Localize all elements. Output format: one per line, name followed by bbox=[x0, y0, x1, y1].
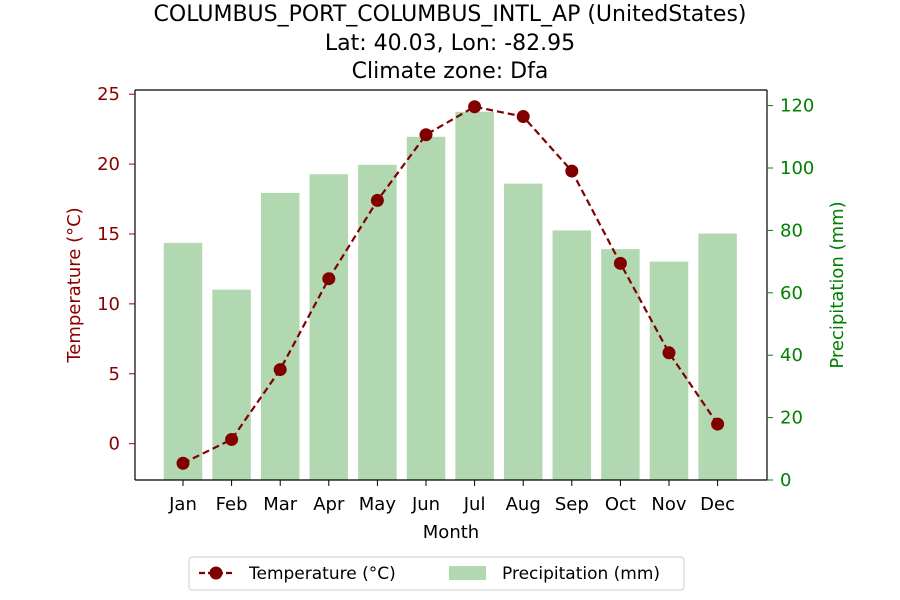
temperature-point-dec bbox=[711, 417, 725, 431]
x-tick-label-sep: Sep bbox=[555, 494, 589, 515]
temperature-point-jan bbox=[176, 456, 190, 470]
chart-title-line-3: Climate zone: Dfa bbox=[352, 59, 549, 84]
temperature-point-may bbox=[370, 193, 384, 207]
legend-precipitation-label: Precipitation (mm) bbox=[502, 564, 660, 584]
x-axis-label: Month bbox=[423, 522, 479, 543]
axes-frame bbox=[134, 89, 768, 481]
x-tick-label-nov: Nov bbox=[651, 494, 686, 515]
left-y-tick-label-20: 20 bbox=[97, 154, 120, 175]
legend-temperature-marker bbox=[209, 566, 223, 580]
right-y-tick-label-60: 60 bbox=[780, 283, 803, 304]
temperature-point-jul bbox=[468, 100, 482, 114]
temperature-line bbox=[176, 100, 725, 470]
temperature-point-sep bbox=[565, 164, 579, 178]
right-y-axis-label: Precipitation (mm) bbox=[827, 201, 848, 368]
x-tick-label-jun: Jun bbox=[411, 494, 440, 515]
chart-title-line-2: Lat: 40.03, Lon: -82.95 bbox=[325, 31, 575, 56]
x-axis-ticks: Jan Feb Mar Apr May Jun Jul Aug Sep Oct Nov Dec bbox=[168, 480, 735, 515]
right-y-tick-label-100: 100 bbox=[780, 158, 814, 179]
precipitation-bar-mar bbox=[260, 192, 300, 480]
left-y-tick-label-25: 25 bbox=[97, 84, 120, 105]
left-y-axis-ticks: 0 5 10 15 20 25 bbox=[97, 84, 135, 455]
temperature-point-apr bbox=[322, 272, 336, 286]
x-tick-label-apr: Apr bbox=[313, 494, 345, 515]
x-tick-label-oct: Oct bbox=[605, 494, 636, 515]
precipitation-bar-feb bbox=[212, 289, 251, 480]
x-tick-label-jul: Jul bbox=[463, 494, 486, 515]
temperature-point-feb bbox=[225, 432, 239, 446]
right-y-tick-label-20: 20 bbox=[780, 408, 803, 429]
left-y-tick-label-15: 15 bbox=[97, 224, 120, 245]
legend-temperature-label: Temperature (°C) bbox=[248, 564, 396, 584]
precipitation-bar-may bbox=[358, 164, 397, 480]
temperature-point-oct bbox=[613, 256, 627, 270]
left-y-tick-label-5: 5 bbox=[109, 364, 120, 385]
x-tick-label-aug: Aug bbox=[506, 494, 541, 515]
temperature-series-line bbox=[182, 105, 719, 465]
legend: Temperature (°C) Precipitation (mm) bbox=[188, 556, 685, 591]
right-y-tick-label-40: 40 bbox=[780, 345, 803, 366]
chart-title-line-1: COLUMBUS_PORT_COLUMBUS_INTL_AP (UnitedSt… bbox=[154, 2, 747, 27]
temperature-point-jun bbox=[419, 128, 433, 142]
temperature-point-mar bbox=[273, 363, 287, 377]
left-y-axis-label: Temperature (°C) bbox=[64, 207, 85, 363]
x-tick-label-may: May bbox=[359, 494, 397, 515]
left-y-tick-label-0: 0 bbox=[109, 434, 120, 455]
precipitation-bar-jun bbox=[406, 136, 446, 481]
x-tick-label-jan: Jan bbox=[168, 494, 197, 515]
precipitation-bar-oct bbox=[601, 249, 640, 480]
precipitation-bar-nov bbox=[649, 261, 689, 480]
precipitation-bar-dec bbox=[698, 233, 737, 480]
precipitation-bar-jan bbox=[163, 242, 203, 480]
legend-box bbox=[188, 556, 685, 591]
right-y-tick-label-0: 0 bbox=[780, 470, 791, 491]
precipitation-bar-aug bbox=[503, 183, 543, 480]
right-y-tick-label-120: 120 bbox=[780, 96, 814, 117]
x-tick-label-feb: Feb bbox=[216, 494, 248, 515]
legend-precipitation-swatch bbox=[449, 566, 486, 580]
temperature-point-aug bbox=[516, 110, 530, 124]
right-y-axis-ticks: 0 20 40 60 80 100 120 bbox=[767, 96, 814, 491]
precipitation-bar-sep bbox=[552, 230, 592, 480]
precipitation-bars bbox=[163, 111, 737, 481]
left-y-tick-label-10: 10 bbox=[97, 294, 120, 315]
x-tick-label-dec: Dec bbox=[700, 494, 735, 515]
right-y-tick-label-80: 80 bbox=[780, 220, 803, 241]
x-tick-label-mar: Mar bbox=[263, 494, 298, 515]
temperature-point-nov bbox=[662, 346, 676, 360]
precipitation-bar-jul bbox=[455, 111, 494, 480]
precipitation-bar-apr bbox=[309, 174, 349, 481]
